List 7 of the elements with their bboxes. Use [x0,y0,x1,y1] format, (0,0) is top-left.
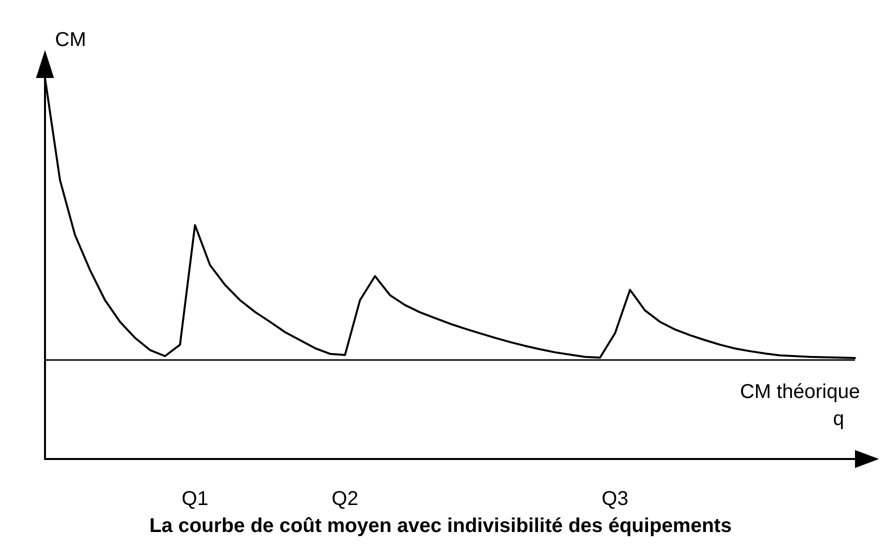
y-axis-title: CM [55,29,86,51]
x-tick-label: Q3 [602,488,628,510]
x-tick-label: Q1 [182,488,208,510]
x-axis-title: q [833,408,844,430]
text: La courbe de coût moyen avec indivisibilité des équipements [149,515,732,537]
ref-line-label: CM théorique [740,380,860,403]
x-tick-label: Q2 [332,488,358,510]
